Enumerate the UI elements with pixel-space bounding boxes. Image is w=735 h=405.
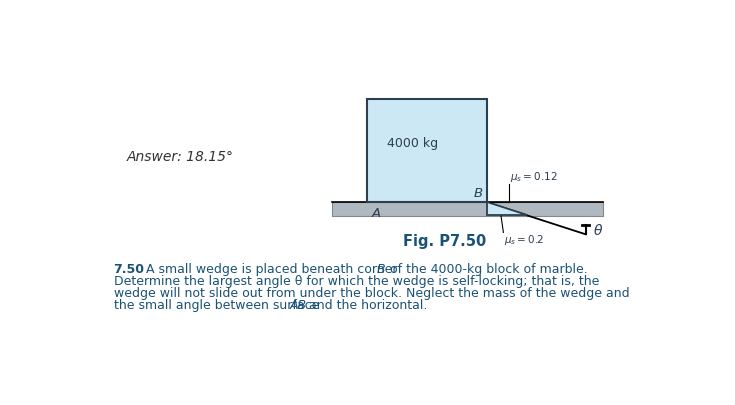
Text: Answer: 18.15°: Answer: 18.15° [126, 150, 234, 164]
Bar [367, 99, 487, 203]
Text: B: B [473, 187, 482, 200]
Bar [332, 203, 603, 217]
Text: of the 4000-kg block of marble.: of the 4000-kg block of marble. [387, 262, 588, 275]
Text: $\mu_s = 0.2$: $\mu_s = 0.2$ [504, 233, 545, 247]
Polygon shape [487, 203, 528, 216]
Text: the small angle between surface: the small angle between surface [114, 298, 323, 311]
Text: AB: AB [290, 298, 306, 311]
Text: A small wedge is placed beneath corner: A small wedge is placed beneath corner [138, 262, 402, 275]
Text: $\mu_s = 0.12$: $\mu_s = 0.12$ [510, 170, 558, 184]
Text: Determine the largest angle θ for which the wedge is self-locking; that is, the: Determine the largest angle θ for which … [114, 274, 599, 287]
Text: and the horizontal.: and the horizontal. [305, 298, 427, 311]
Text: Fig. P7.50: Fig. P7.50 [403, 234, 486, 249]
Text: θ: θ [593, 223, 602, 237]
Text: B: B [377, 262, 386, 275]
Text: 7.50: 7.50 [114, 262, 145, 275]
Text: A: A [372, 206, 381, 219]
Text: 4000 kg: 4000 kg [387, 136, 438, 149]
Text: wedge will not slide out from under the block. Neglect the mass of the wedge and: wedge will not slide out from under the … [114, 286, 629, 299]
